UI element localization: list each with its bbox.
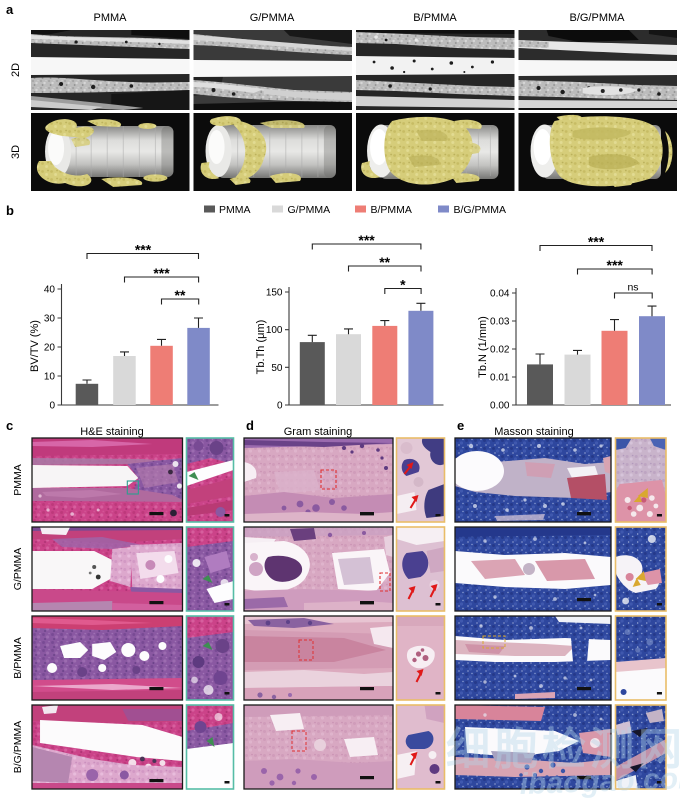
svg-text:ns: ns <box>627 282 638 294</box>
svg-text:B/PMMA: B/PMMA <box>413 12 457 24</box>
svg-text:B/G/PMMA: B/G/PMMA <box>12 721 24 774</box>
svg-text:***: *** <box>588 234 605 250</box>
svg-text:b: b <box>6 203 14 218</box>
svg-text:0.00: 0.00 <box>490 401 510 412</box>
svg-text:20: 20 <box>44 343 56 354</box>
svg-text:50: 50 <box>271 363 283 374</box>
svg-text:d: d <box>246 418 254 433</box>
svg-text:PMMA: PMMA <box>12 464 24 496</box>
svg-text:150: 150 <box>266 288 283 299</box>
svg-text:B/PMMA: B/PMMA <box>371 204 412 216</box>
svg-text:3D: 3D <box>10 145 22 159</box>
svg-text:a: a <box>6 2 14 17</box>
svg-text:B/G/PMMA: B/G/PMMA <box>569 12 625 24</box>
svg-text:0.02: 0.02 <box>490 345 510 356</box>
svg-text:0.03: 0.03 <box>490 317 510 328</box>
svg-text:e: e <box>457 418 464 433</box>
svg-text:30: 30 <box>44 314 56 325</box>
svg-text:2D: 2D <box>10 63 22 77</box>
svg-text:Tb.Th (μm): Tb.Th (μm) <box>255 320 267 375</box>
svg-text:H&E staining: H&E staining <box>80 426 144 438</box>
svg-text:PMMA: PMMA <box>94 12 128 24</box>
svg-text:BV/TV (%): BV/TV (%) <box>29 320 41 372</box>
svg-text:0: 0 <box>49 401 55 412</box>
svg-text:***: *** <box>135 242 152 258</box>
svg-text:细胞检测网: 细胞检测网 <box>446 725 680 774</box>
svg-text:**: ** <box>379 254 390 270</box>
svg-text:100: 100 <box>266 325 283 336</box>
svg-text:G/PMMA: G/PMMA <box>288 204 331 216</box>
svg-text:0.04: 0.04 <box>490 289 510 300</box>
svg-text:Tb.N (1/mm): Tb.N (1/mm) <box>477 316 489 378</box>
svg-text:***: *** <box>358 232 375 248</box>
svg-text:Masson staining: Masson staining <box>494 426 574 438</box>
svg-text:ibaogao.com: ibaogao.com <box>519 762 680 800</box>
svg-text:0.01: 0.01 <box>490 373 510 384</box>
svg-text:Gram staining: Gram staining <box>284 426 352 438</box>
svg-text:c: c <box>6 418 13 433</box>
svg-text:**: ** <box>175 287 186 303</box>
svg-text:G/PMMA: G/PMMA <box>12 548 24 591</box>
svg-text:40: 40 <box>44 285 56 296</box>
svg-text:10: 10 <box>44 372 56 383</box>
svg-text:B/PMMA: B/PMMA <box>12 637 24 678</box>
svg-text:***: *** <box>153 265 170 281</box>
svg-text:0: 0 <box>277 401 283 412</box>
svg-text:***: *** <box>607 257 624 273</box>
svg-text:G/PMMA: G/PMMA <box>250 12 295 24</box>
svg-text:*: * <box>400 277 406 293</box>
svg-text:B/G/PMMA: B/G/PMMA <box>454 204 507 216</box>
svg-text:PMMA: PMMA <box>219 204 251 216</box>
